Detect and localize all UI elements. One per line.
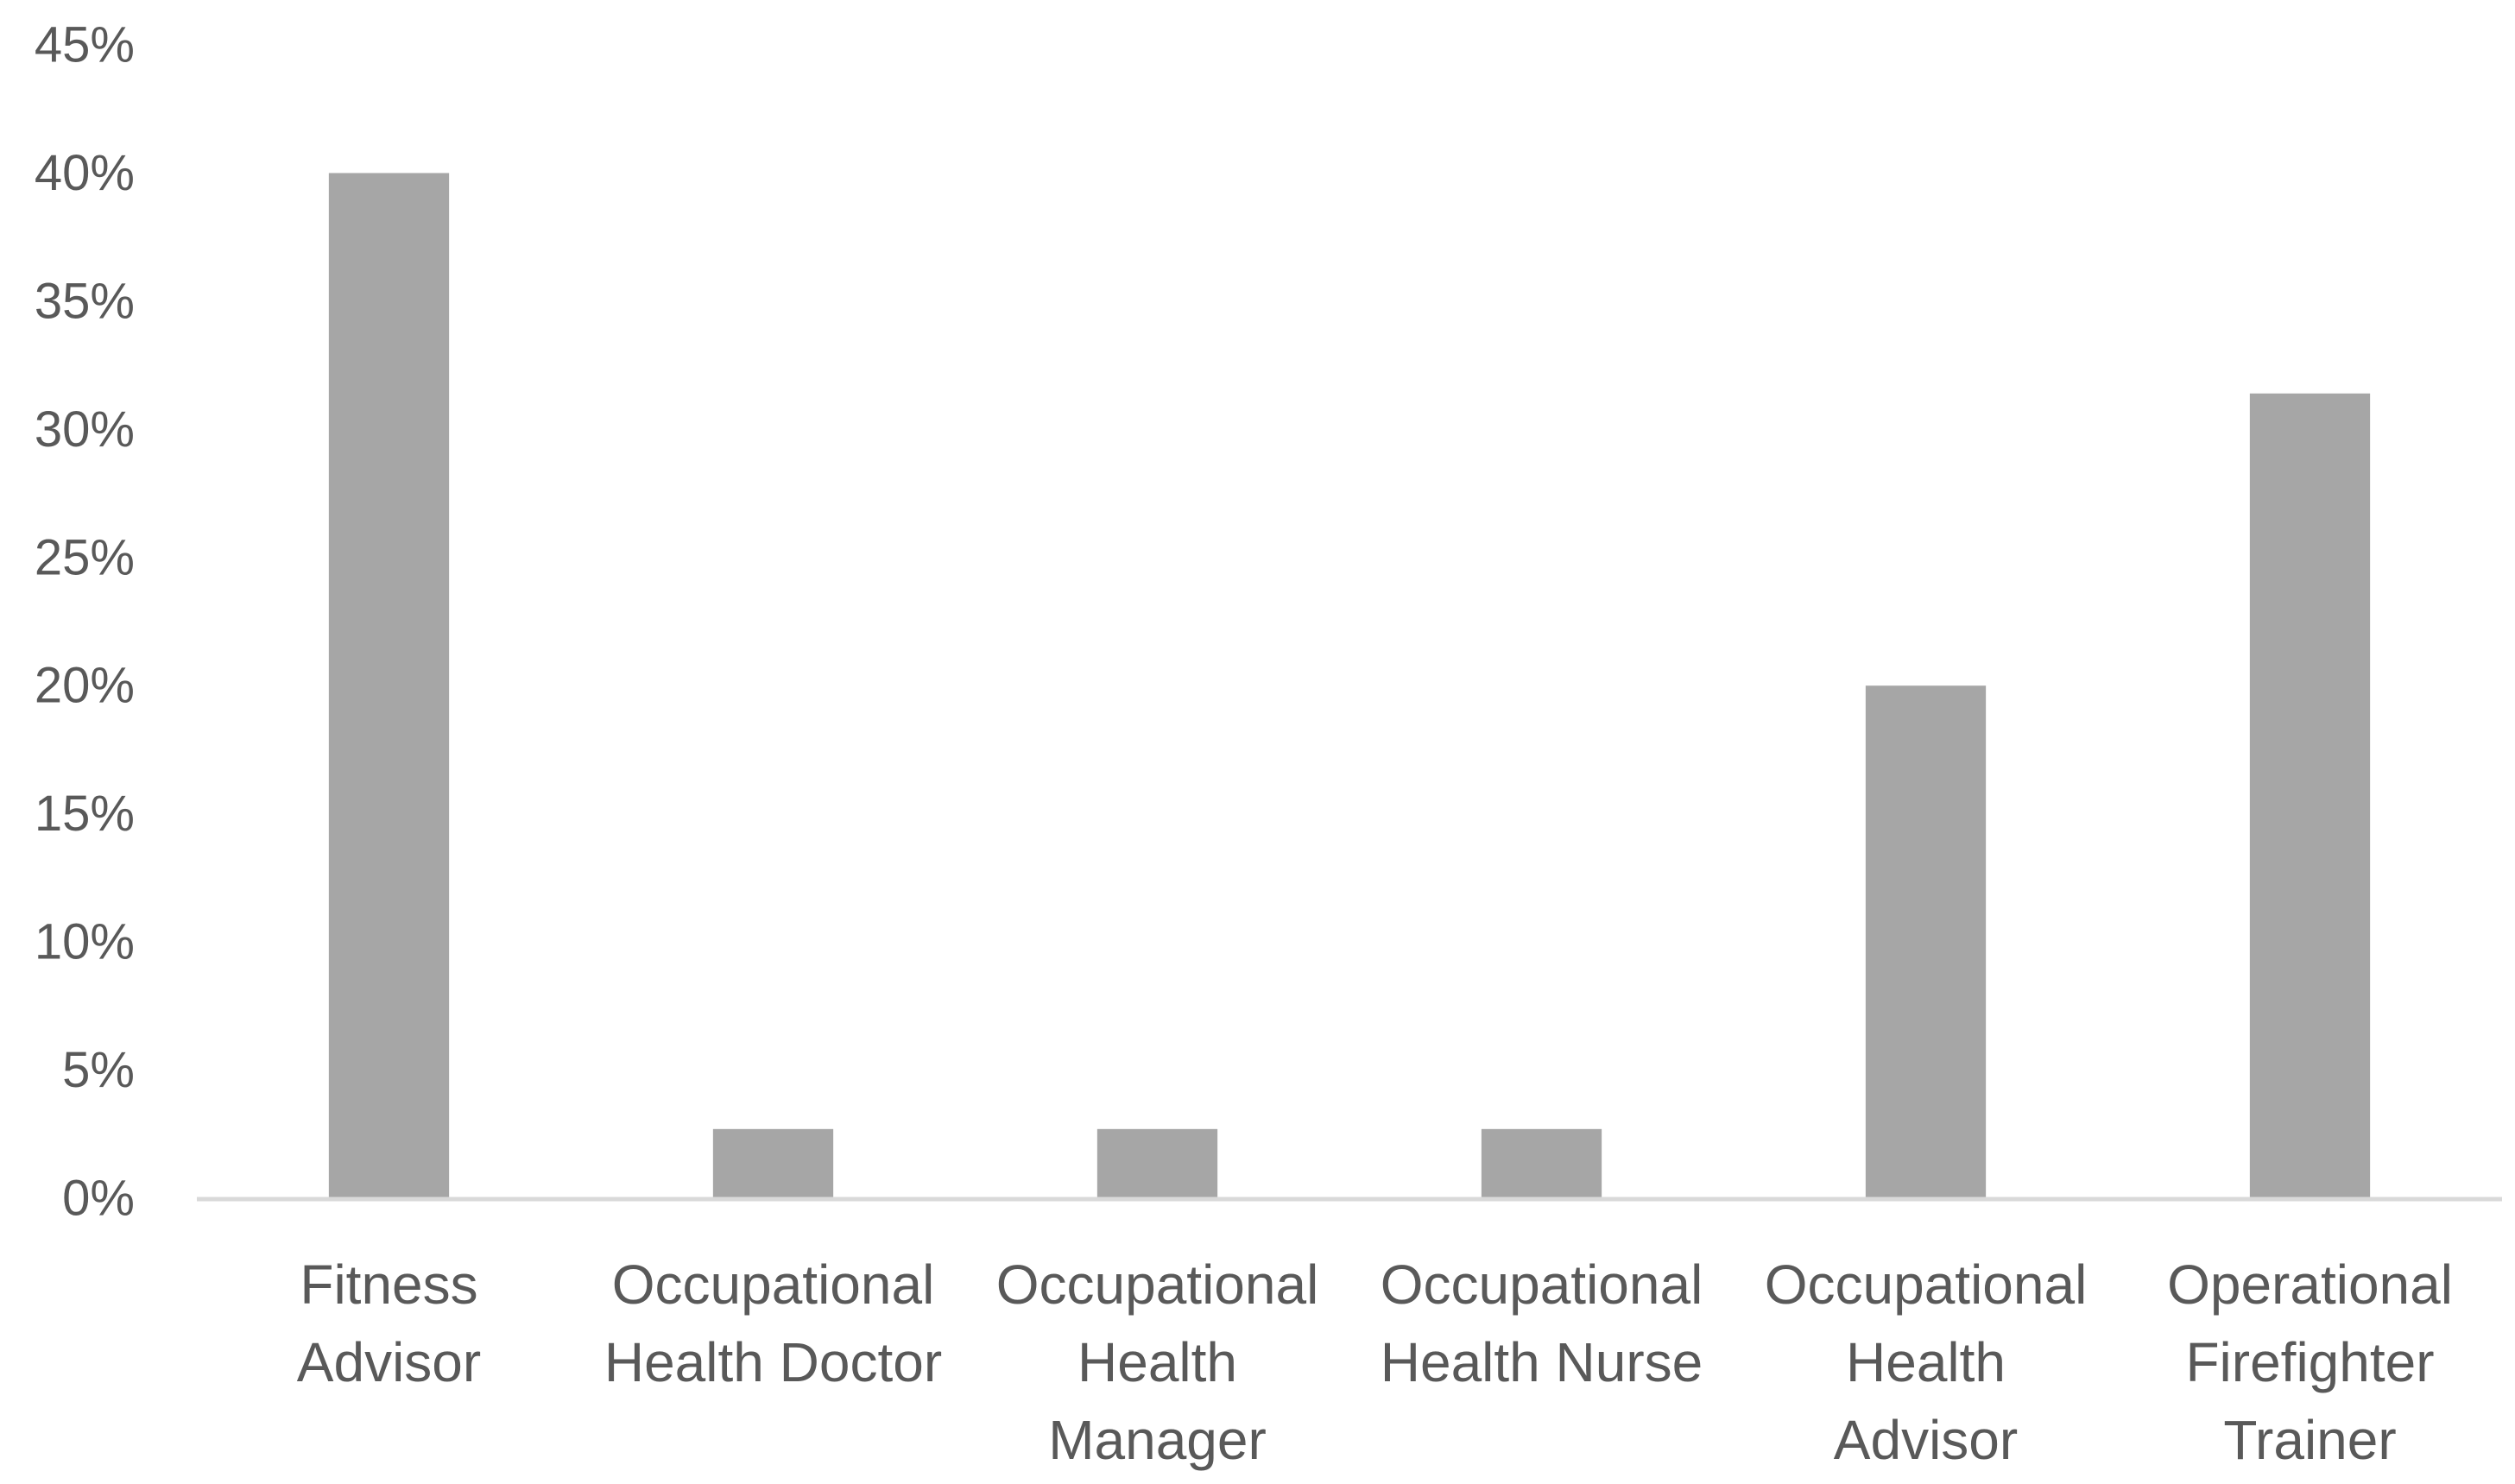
x-category-label: Occupational Health Manager <box>996 1254 1319 1471</box>
x-category-label-line: Firefighter <box>2185 1331 2434 1393</box>
x-category-label: Occupational Health Doctor <box>604 1254 942 1393</box>
bar <box>1865 685 1987 1198</box>
x-category-label: Fitness Advisor <box>297 1254 481 1393</box>
x-category-label-line: Advisor <box>1834 1409 2018 1471</box>
bar <box>1481 1128 1602 1198</box>
x-category-label-line: Health <box>1846 1331 2006 1393</box>
x-category-label-line: Operational <box>2167 1254 2453 1316</box>
y-tick-label: 45% <box>35 17 135 73</box>
y-tick-label: 40% <box>35 145 135 201</box>
x-category-label-line: Fitness <box>300 1254 477 1316</box>
x-category-label-line: Occupational <box>996 1254 1319 1316</box>
bar <box>1096 1128 1218 1198</box>
x-category-label: Occupational Health Advisor <box>1765 1254 2088 1471</box>
y-tick-label: 35% <box>35 273 135 329</box>
x-category-label-line: Occupational <box>612 1254 935 1316</box>
y-tick-label: 0% <box>62 1171 135 1227</box>
bar <box>2249 393 2371 1198</box>
x-category-label-line: Health Doctor <box>604 1331 942 1393</box>
x-category-label-line: Occupational <box>1765 1254 2088 1316</box>
x-category-label-line: Advisor <box>297 1331 481 1393</box>
y-tick-label: 20% <box>35 658 135 714</box>
bars <box>328 173 2371 1198</box>
x-category-label: Operational Firefighter Trainer <box>2167 1254 2453 1471</box>
y-tick-label: 15% <box>35 786 135 842</box>
y-tick-label: 5% <box>62 1042 135 1098</box>
x-category-label: Occupational Health Nurse <box>1381 1254 1703 1393</box>
bar <box>328 173 450 1198</box>
y-tick-label: 30% <box>35 401 135 458</box>
x-category-label-line: Health Nurse <box>1381 1331 1703 1393</box>
x-category-label-line: Occupational <box>1381 1254 1703 1316</box>
x-category-label-line: Health <box>1077 1331 1237 1393</box>
x-category-label-line: Trainer <box>2223 1409 2396 1471</box>
x-category-label-line: Manager <box>1048 1409 1267 1471</box>
y-axis-tick-labels: 0% 5% 10% 15% 20% 25% 30% 35% 40% 45% <box>35 17 135 1227</box>
y-tick-label: 10% <box>35 914 135 970</box>
y-tick-label: 25% <box>35 529 135 585</box>
bar <box>712 1128 834 1198</box>
